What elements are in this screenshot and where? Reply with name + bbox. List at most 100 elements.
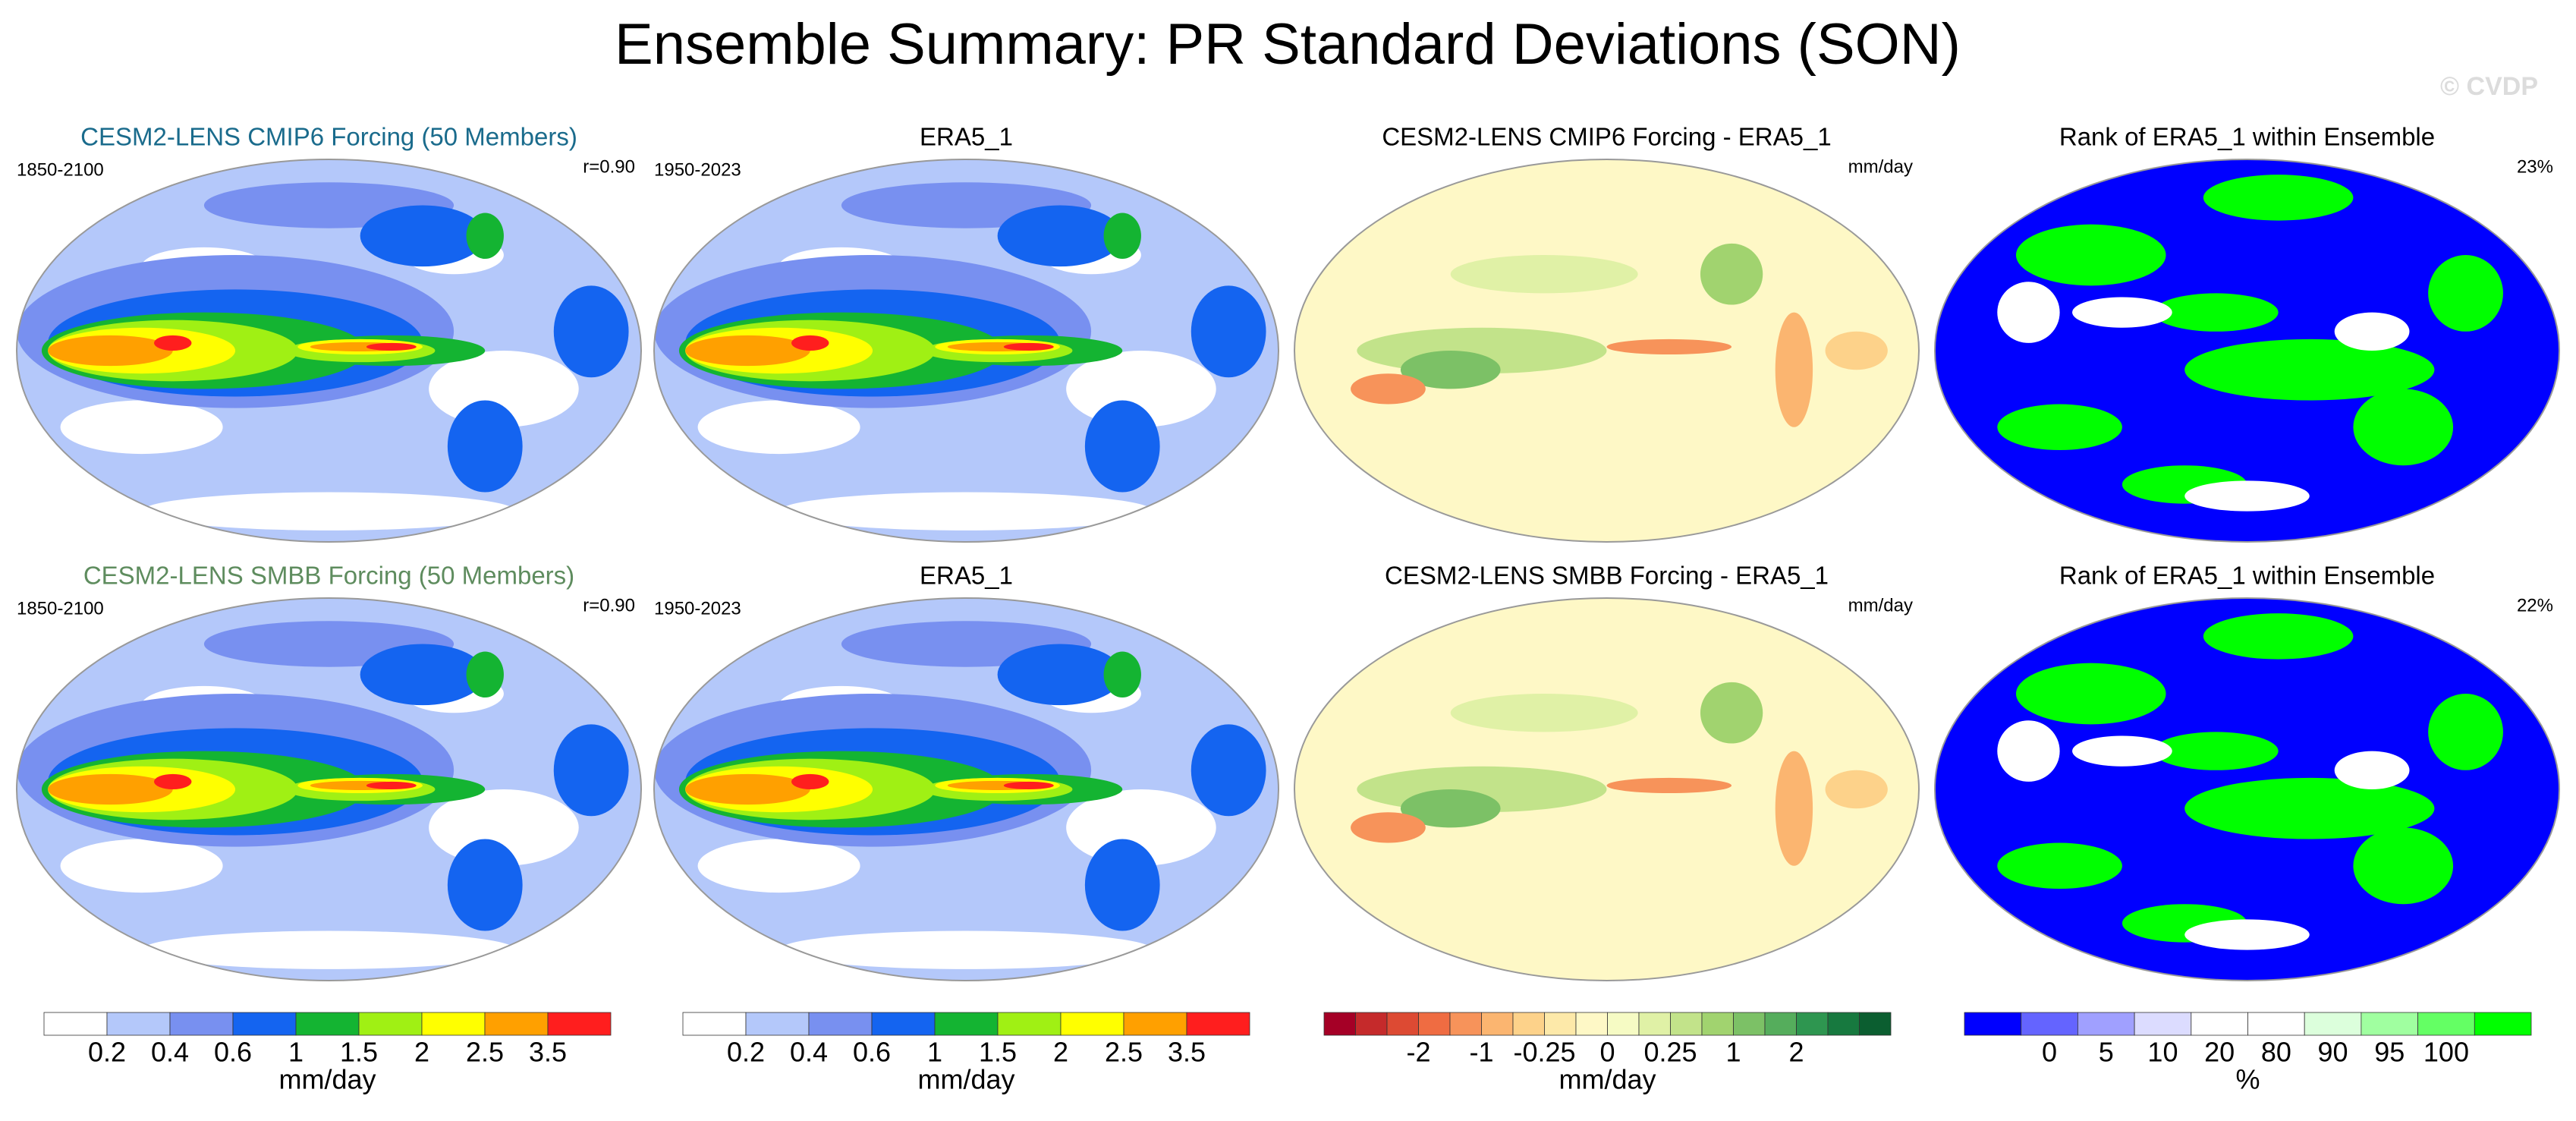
map-region: [366, 342, 417, 351]
map-region: [1103, 213, 1141, 260]
map-region: [1997, 842, 2122, 890]
colorbar-box: [1060, 1012, 1124, 1036]
colorbar-tick-label: 0: [2042, 1037, 2057, 1068]
map-region: [1997, 404, 2122, 451]
colorbar-tick-label: 1: [927, 1037, 942, 1068]
panel-right-label: r=0.90: [583, 156, 635, 177]
map-region: [48, 335, 173, 367]
map-region: [2184, 339, 2435, 401]
colorbar-box: [2021, 1012, 2078, 1036]
colorbar-box: [2304, 1012, 2362, 1036]
colorbar-box: [1512, 1012, 1545, 1036]
colorbar-tick-label: 10: [2147, 1037, 2178, 1068]
colorbar-box: [484, 1012, 549, 1036]
panel-right-label: 23%: [2517, 156, 2553, 177]
colorbar-tick-label: 2: [1788, 1037, 1804, 1068]
colorbar-box: [1964, 1012, 2022, 1036]
colorbar-tick-label: 0.25: [1643, 1037, 1697, 1068]
map-region: [997, 205, 1123, 267]
map-region: [466, 651, 504, 698]
colorbar-tick-label: 2.5: [1105, 1037, 1143, 1068]
map-region: [1400, 789, 1501, 828]
map-region: [2072, 735, 2172, 767]
map-region: [2428, 255, 2503, 332]
map: [17, 159, 641, 542]
colorbar-box: [1638, 1012, 1671, 1036]
colorbar-box: [2077, 1012, 2135, 1036]
map-region: [1825, 770, 1888, 809]
colorbar-box: [1764, 1012, 1797, 1036]
map-region: [466, 213, 504, 260]
panel-title: CESM2-LENS SMBB Forcing (50 Members): [83, 562, 574, 590]
colorbar-box: [1481, 1012, 1514, 1036]
map-region: [2184, 480, 2310, 512]
colorbar-tick-label: 2.5: [466, 1037, 504, 1068]
map: [1294, 598, 1919, 981]
colorbar-box: [1607, 1012, 1640, 1036]
colorbar-unit: mm/day: [1558, 1064, 1656, 1095]
colorbar-box: [1323, 1012, 1356, 1036]
colorbar-box: [1733, 1012, 1766, 1036]
map-border: [653, 597, 1279, 981]
colorbar-box: [2361, 1012, 2418, 1036]
map-border: [1294, 159, 1920, 543]
colorbar-box: [871, 1012, 936, 1036]
colorbar-tick-label: 5: [2099, 1037, 2114, 1068]
colorbar-tick-label: 95: [2374, 1037, 2405, 1068]
colorbar-tick-label: 20: [2204, 1037, 2235, 1068]
colorbar-box: [295, 1012, 360, 1036]
map-region: [1103, 651, 1141, 698]
map: [1935, 598, 2559, 981]
map-region: [1400, 351, 1501, 389]
map-region: [1700, 682, 1763, 744]
colorbar-tick-label: 3.5: [529, 1037, 567, 1068]
map-region: [1190, 724, 1266, 817]
panel-right-label: mm/day: [1848, 595, 1913, 616]
map: [1294, 159, 1919, 542]
colorbar-box: [1859, 1012, 1892, 1036]
colorbar-tick-label: 0: [1599, 1037, 1615, 1068]
colorbar-tick-label: 0.4: [151, 1037, 189, 1068]
colorbar-tick-label: 2: [1053, 1037, 1068, 1068]
map-region: [2334, 751, 2410, 789]
colorbar-box: [2134, 1012, 2192, 1036]
map-region: [553, 724, 629, 817]
map-region: [685, 773, 810, 805]
map-border: [653, 159, 1279, 543]
map-region: [360, 205, 486, 267]
colorbar-box: [1449, 1012, 1482, 1036]
colorbar-box: [1827, 1012, 1860, 1036]
colorbar-box: [934, 1012, 999, 1036]
map-region: [1450, 694, 1638, 732]
colorbar-unit: mm/day: [278, 1064, 376, 1095]
colorbar-box: [1186, 1012, 1250, 1036]
colorbar-box: [808, 1012, 873, 1036]
map-region: [2015, 224, 2166, 286]
colorbar-tick-label: 1: [288, 1037, 304, 1068]
map-region: [1351, 812, 1426, 843]
map-region: [141, 930, 517, 969]
panel-title: Rank of ERA5_1 within Ensemble: [2059, 123, 2435, 151]
map-region: [2203, 175, 2354, 221]
map-region: [1190, 285, 1266, 378]
panel-title: ERA5_1: [920, 123, 1013, 151]
map: [654, 598, 1279, 981]
panel-left-label: 1850-2100: [17, 598, 104, 619]
map-region: [60, 400, 223, 455]
map: [654, 159, 1279, 542]
colorbar-tick-label: 0.6: [853, 1037, 891, 1068]
watermark: © CVDP: [2440, 72, 2538, 101]
map-region: [2428, 694, 2503, 770]
map-border: [1294, 597, 1920, 981]
colorbar-box: [358, 1012, 423, 1036]
colorbar-unit: mm/day: [917, 1064, 1014, 1095]
map-region: [1825, 331, 1888, 370]
map-border: [16, 159, 642, 543]
map-region: [553, 285, 629, 378]
map-region: [1084, 839, 1160, 931]
map-region: [2153, 293, 2279, 332]
colorbar-box: [169, 1012, 234, 1036]
colorbar-tick-label: 0.2: [88, 1037, 126, 1068]
colorbar-tick-label: 100: [2423, 1037, 2469, 1068]
